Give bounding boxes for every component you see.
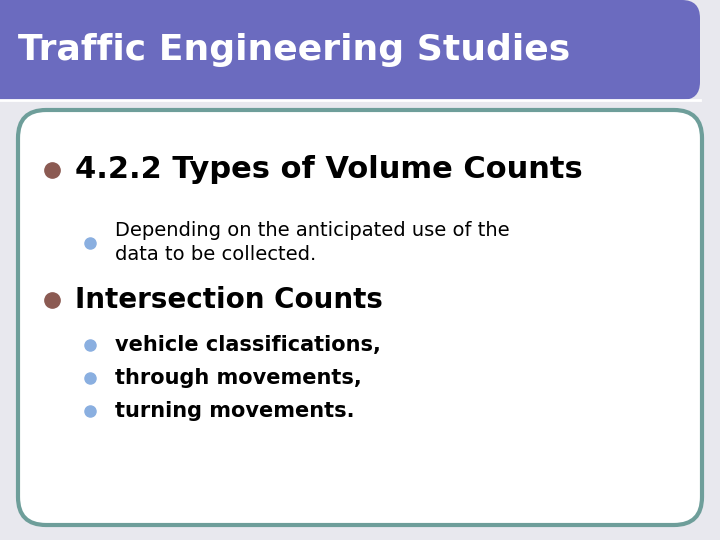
Text: Depending on the anticipated use of the: Depending on the anticipated use of the: [115, 220, 510, 240]
Bar: [0, 0, 50, 100]
Text: through movements,: through movements,: [115, 368, 361, 388]
Text: 4.2.2 Types of Volume Counts: 4.2.2 Types of Volume Counts: [75, 156, 582, 185]
Text: Traffic Engineering Studies: Traffic Engineering Studies: [18, 33, 570, 67]
Text: Intersection Counts: Intersection Counts: [75, 286, 383, 314]
Bar: [0, 0, 680, 100]
Text: data to be collected.: data to be collected.: [115, 246, 316, 265]
FancyBboxPatch shape: [18, 110, 702, 525]
Text: turning movements.: turning movements.: [115, 401, 354, 421]
FancyBboxPatch shape: [0, 0, 700, 100]
Text: vehicle classifications,: vehicle classifications,: [115, 335, 381, 355]
